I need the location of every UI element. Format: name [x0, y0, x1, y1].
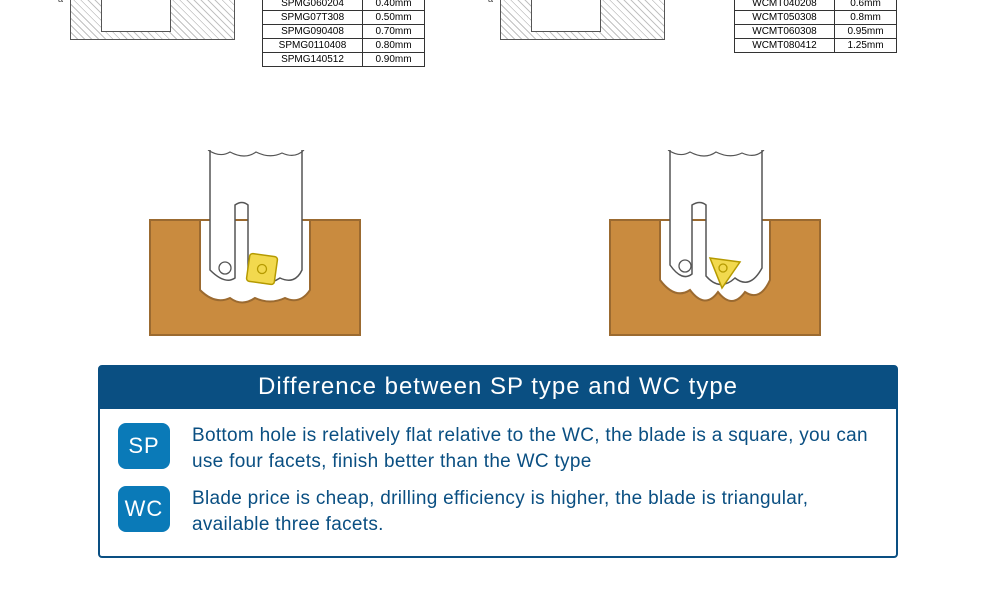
info-body: SP Bottom hole is relatively flat relati…	[100, 409, 896, 556]
sp-dim-diagram: a	[70, 0, 235, 40]
dim-label-a: a	[58, 0, 63, 4]
info-row-sp: SP Bottom hole is relatively flat relati…	[118, 423, 878, 474]
sp-dim-block	[70, 0, 235, 40]
table-row: WCMT0402080.6mm	[735, 0, 897, 11]
dim-label-a: a	[488, 0, 493, 4]
wc-badge: WC	[118, 486, 170, 532]
cell: 0.40mm	[363, 0, 425, 11]
cell: 0.95mm	[835, 25, 897, 39]
cell: SPMG07T308	[263, 11, 363, 25]
wc-dim-tool	[531, 0, 601, 32]
info-panel: Difference between SP type and WC type S…	[98, 365, 898, 558]
sp-description: Bottom hole is relatively flat relative …	[192, 423, 878, 474]
top-section: a SPMG0602040.40mm SPMG07T3080.50mm SPMG…	[0, 0, 1000, 75]
wc-dim-block	[500, 0, 665, 40]
table-row: WCMT0503080.8mm	[735, 11, 897, 25]
sp-badge: SP	[118, 423, 170, 469]
cell: WCMT060308	[735, 25, 835, 39]
cell: SPMG090408	[263, 25, 363, 39]
table-row: SPMG1405120.90mm	[263, 53, 425, 67]
cell: WCMT040208	[735, 0, 835, 11]
table-row: WCMT0603080.95mm	[735, 25, 897, 39]
cell: SPMG140512	[263, 53, 363, 67]
cell: 0.90mm	[363, 53, 425, 67]
table-row: SPMG0602040.40mm	[263, 0, 425, 11]
info-row-wc: WC Blade price is cheap, drilling effici…	[118, 486, 878, 537]
sp-drill-diagram	[130, 150, 380, 340]
cell: WCMT050308	[735, 11, 835, 25]
cell: 1.25mm	[835, 39, 897, 53]
table-row: SPMG01104080.80mm	[263, 39, 425, 53]
table-row: SPMG0904080.70mm	[263, 25, 425, 39]
cell: 0.70mm	[363, 25, 425, 39]
cell: SPMG0110408	[263, 39, 363, 53]
cell: 0.50mm	[363, 11, 425, 25]
cell: SPMG060204	[263, 0, 363, 11]
cell: WCMT080412	[735, 39, 835, 53]
wc-spec-table: WCMT0402080.6mm WCMT0503080.8mm WCMT0603…	[734, 0, 897, 53]
wc-description: Blade price is cheap, drilling efficienc…	[192, 486, 878, 537]
mid-diagrams	[0, 150, 1000, 350]
table-row: SPMG07T3080.50mm	[263, 11, 425, 25]
cell: 0.80mm	[363, 39, 425, 53]
table-row: WCMT0804121.25mm	[735, 39, 897, 53]
cell: 0.6mm	[835, 0, 897, 11]
wc-dim-diagram: a	[500, 0, 665, 40]
wc-drill-diagram	[590, 150, 840, 340]
cell: 0.8mm	[835, 11, 897, 25]
info-header: Difference between SP type and WC type	[100, 367, 896, 409]
sp-dim-tool	[101, 0, 171, 32]
sp-spec-table: SPMG0602040.40mm SPMG07T3080.50mm SPMG09…	[262, 0, 425, 67]
